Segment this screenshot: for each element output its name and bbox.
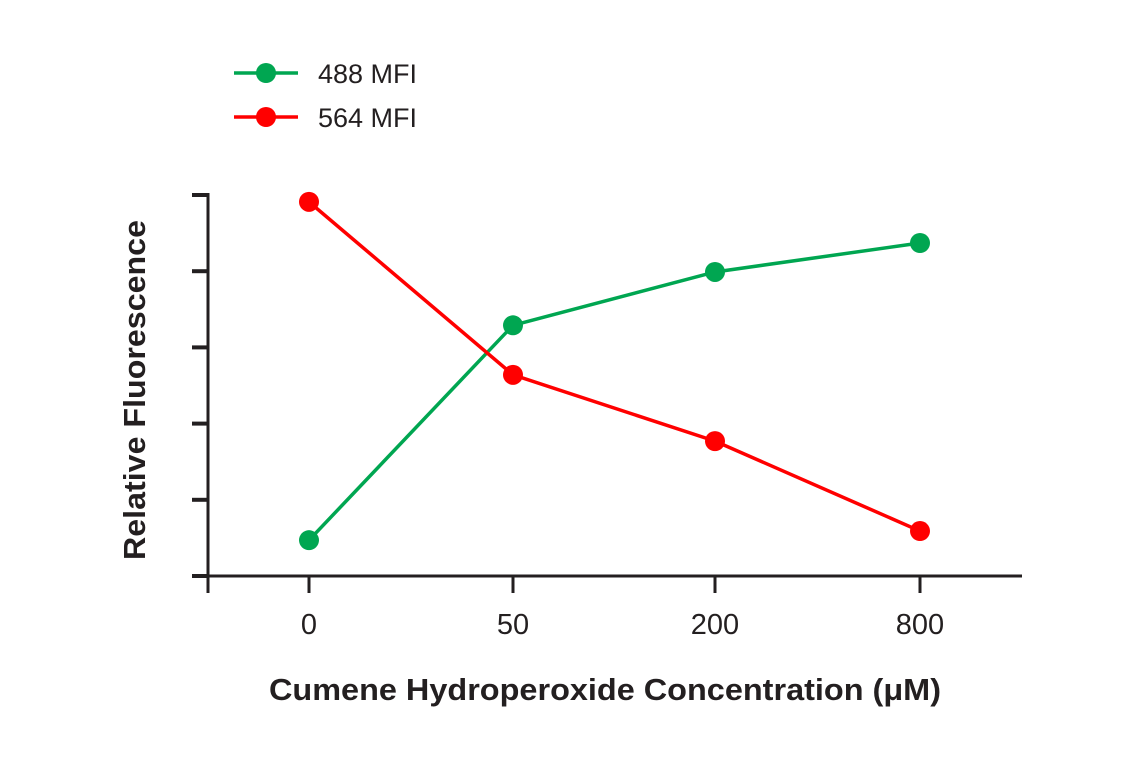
chart-marks (299, 191, 930, 551)
x-tick-label: 50 (497, 609, 529, 641)
legend-item: 564 MFI (234, 103, 417, 133)
data-point (705, 261, 725, 282)
series-488-mfi (299, 233, 930, 551)
data-point (299, 530, 319, 551)
x-tick-label: 0 (301, 609, 317, 641)
series-line (307, 200, 921, 533)
data-point (299, 191, 319, 212)
x-tick-label: 200 (691, 609, 739, 641)
data-point (503, 364, 523, 385)
series-564-mfi (299, 191, 930, 542)
data-point (503, 315, 523, 336)
x-tick-label: 800 (896, 609, 944, 641)
axes: 0 50 200 800 (192, 193, 1022, 641)
data-point (705, 431, 725, 452)
legend-marker (256, 107, 276, 127)
legend-label: 564 MFI (318, 103, 417, 133)
x-axis-label: Cumene Hydroperoxide Concentration (μM) (269, 672, 941, 707)
y-axis-label: Relative Fluorescence (117, 220, 152, 560)
legend-item: 488 MFI (234, 59, 417, 89)
series-line (307, 241, 921, 542)
legend: 488 MFI 564 MFI (234, 59, 417, 133)
data-point (910, 521, 930, 542)
legend-label: 488 MFI (318, 59, 417, 89)
legend-marker (256, 63, 276, 83)
data-point (910, 233, 930, 254)
